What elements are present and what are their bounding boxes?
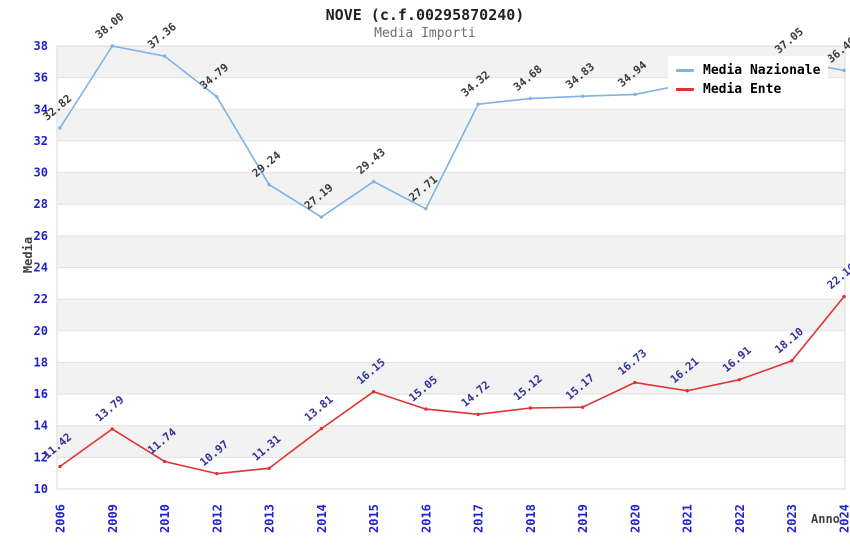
point-label: 13.79 <box>93 393 127 424</box>
svg-text:2024: 2024 <box>838 504 850 533</box>
svg-text:12: 12 <box>34 450 48 464</box>
legend-swatch-red-line-icon <box>676 88 694 91</box>
svg-text:2014: 2014 <box>315 504 329 533</box>
legend-swatch-blue-line-icon <box>676 69 694 72</box>
gridlines <box>56 45 846 490</box>
chart-subtitle: Media Importi <box>374 26 476 41</box>
legend-label-media-ente: Media Ente <box>703 82 782 97</box>
svg-text:38: 38 <box>34 39 48 53</box>
svg-text:2013: 2013 <box>263 504 277 533</box>
legend-item-media-nazionale: Media Nazionale <box>676 61 820 80</box>
svg-text:24: 24 <box>34 261 48 275</box>
svg-text:26: 26 <box>34 229 48 243</box>
svg-text:2010: 2010 <box>158 504 172 533</box>
svg-text:16: 16 <box>34 387 48 401</box>
x-axis-tick-labels: 2006 2009 2010 2012 2013 2014 2015 2016 2017 2018… <box>54 504 850 533</box>
svg-text:18: 18 <box>34 355 48 369</box>
svg-text:2016: 2016 <box>419 504 433 533</box>
svg-text:22: 22 <box>34 292 48 306</box>
svg-text:20: 20 <box>34 324 48 338</box>
svg-text:2015: 2015 <box>367 504 381 533</box>
legend-item-media-ente: Media Ente <box>676 80 820 99</box>
svg-text:32: 32 <box>34 134 48 148</box>
legend: Media Nazionale Media Ente <box>668 56 829 105</box>
svg-text:30: 30 <box>34 166 48 180</box>
y-axis-title: Media <box>21 236 35 274</box>
svg-text:14: 14 <box>34 419 48 433</box>
svg-text:2012: 2012 <box>210 504 224 533</box>
svg-text:2017: 2017 <box>472 504 486 533</box>
svg-text:28: 28 <box>34 197 48 211</box>
svg-text:2018: 2018 <box>524 504 538 533</box>
point-label: 13.81 <box>302 393 336 424</box>
svg-text:34: 34 <box>34 102 48 116</box>
svg-text:2006: 2006 <box>54 504 68 533</box>
svg-text:2022: 2022 <box>733 504 747 533</box>
x-axis-title: Anno <box>811 512 840 526</box>
svg-text:10: 10 <box>34 482 48 496</box>
y-axis-tick-labels: 10 12 14 16 18 20 22 24 26 28 30 32 34 36 38 <box>34 39 48 496</box>
svg-text:2023: 2023 <box>785 504 799 533</box>
plot-bands <box>57 46 845 458</box>
svg-text:2009: 2009 <box>106 504 120 533</box>
svg-text:2020: 2020 <box>628 504 642 533</box>
chart-title: NOVE (c.f.00295870240) <box>325 6 525 24</box>
svg-text:36: 36 <box>34 71 48 85</box>
svg-text:2021: 2021 <box>681 504 695 533</box>
svg-text:2019: 2019 <box>576 504 590 533</box>
point-label: 38.00 <box>93 10 127 41</box>
legend-label-media-nazionale: Media Nazionale <box>703 63 821 78</box>
